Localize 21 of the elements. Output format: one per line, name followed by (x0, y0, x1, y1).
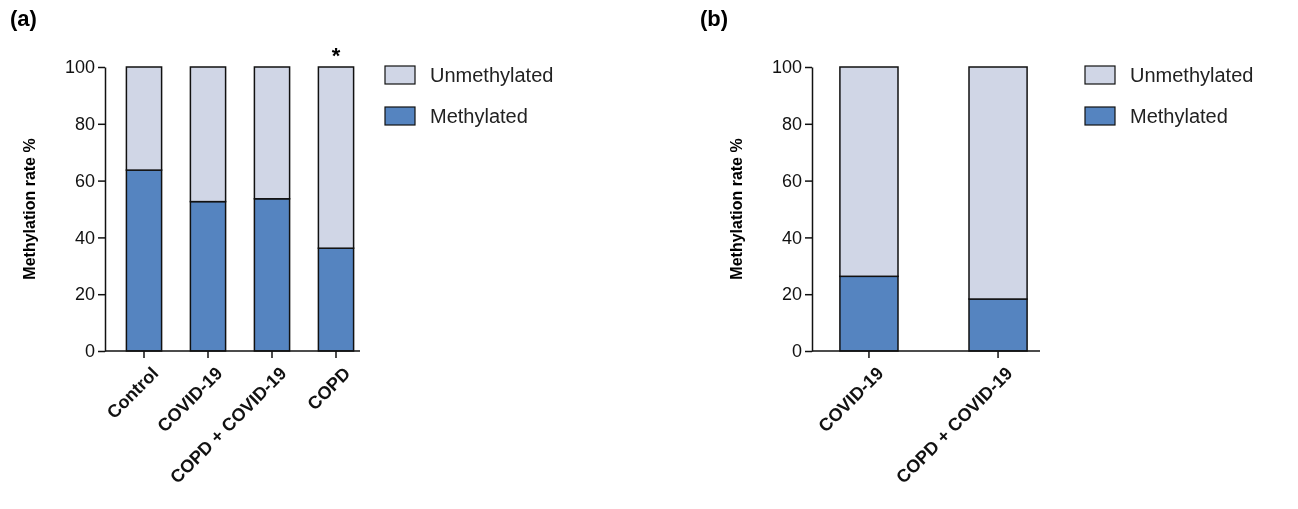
y-tick-label: 100 (771, 57, 802, 78)
chart-title: (a) (10, 6, 37, 31)
y-tick-label: 100 (64, 57, 95, 78)
y-tick-label: 60 (74, 170, 95, 191)
y-tick-label: 60 (781, 170, 802, 191)
y-tick-label: 20 (781, 284, 802, 305)
y-axis-title: Methylation rate % (21, 138, 38, 280)
chart-title: (b) (700, 6, 729, 31)
y-tick-label: 0 (84, 341, 95, 362)
legend-label: Methylated (430, 105, 528, 127)
legend-label: Methylated (1130, 105, 1228, 127)
y-axis-title: Methylation rate % (728, 138, 745, 280)
legend-label: Unmethylated (1130, 64, 1254, 86)
y-tick-label: 80 (781, 114, 802, 135)
legend-label: Unmethylated (430, 64, 554, 86)
y-tick-label: 20 (74, 284, 95, 305)
y-tick-label: 0 (791, 341, 802, 362)
y-tick-label: 40 (781, 227, 802, 248)
annotation: * (331, 43, 341, 68)
y-tick-label: 40 (74, 227, 95, 248)
y-tick-label: 80 (74, 114, 95, 135)
